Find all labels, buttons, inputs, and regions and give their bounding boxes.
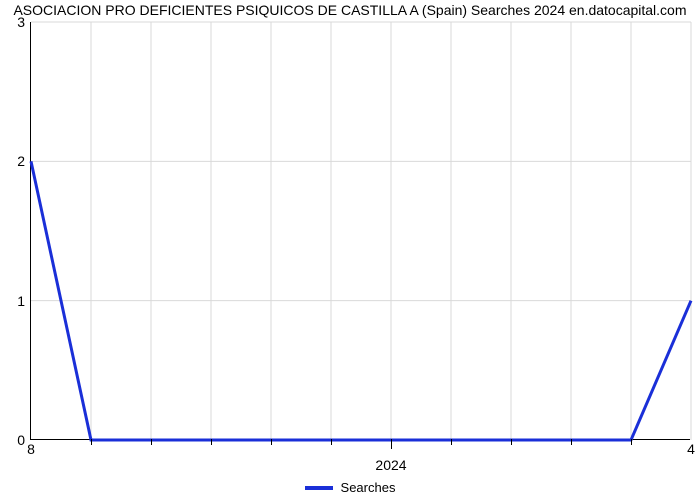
x-minor-tick [451,439,452,445]
chart-title: ASOCIACION PRO DEFICIENTES PSIQUICOS DE … [0,2,700,18]
x-corner-left-label: 8 [27,439,35,457]
x-minor-tick [91,439,92,445]
line-chart: ASOCIACION PRO DEFICIENTES PSIQUICOS DE … [0,0,700,500]
x-minor-tick [571,439,572,445]
x-minor-tick [331,439,332,445]
x-minor-tick [631,439,632,445]
y-tick-label: 2 [17,153,31,169]
y-tick-label: 1 [17,293,31,309]
y-tick-label: 3 [17,14,31,30]
legend-label: Searches [341,480,396,495]
legend: Searches [0,480,700,495]
x-minor-tick [511,439,512,445]
x-major-tick [391,439,392,449]
grid-lines [31,22,691,440]
plot-svg [31,22,691,440]
legend-swatch [305,486,333,490]
plot-area: 0123202484 [30,22,690,440]
x-minor-tick [211,439,212,445]
x-minor-tick [151,439,152,445]
x-minor-tick [271,439,272,445]
x-corner-right-label: 4 [687,439,695,457]
